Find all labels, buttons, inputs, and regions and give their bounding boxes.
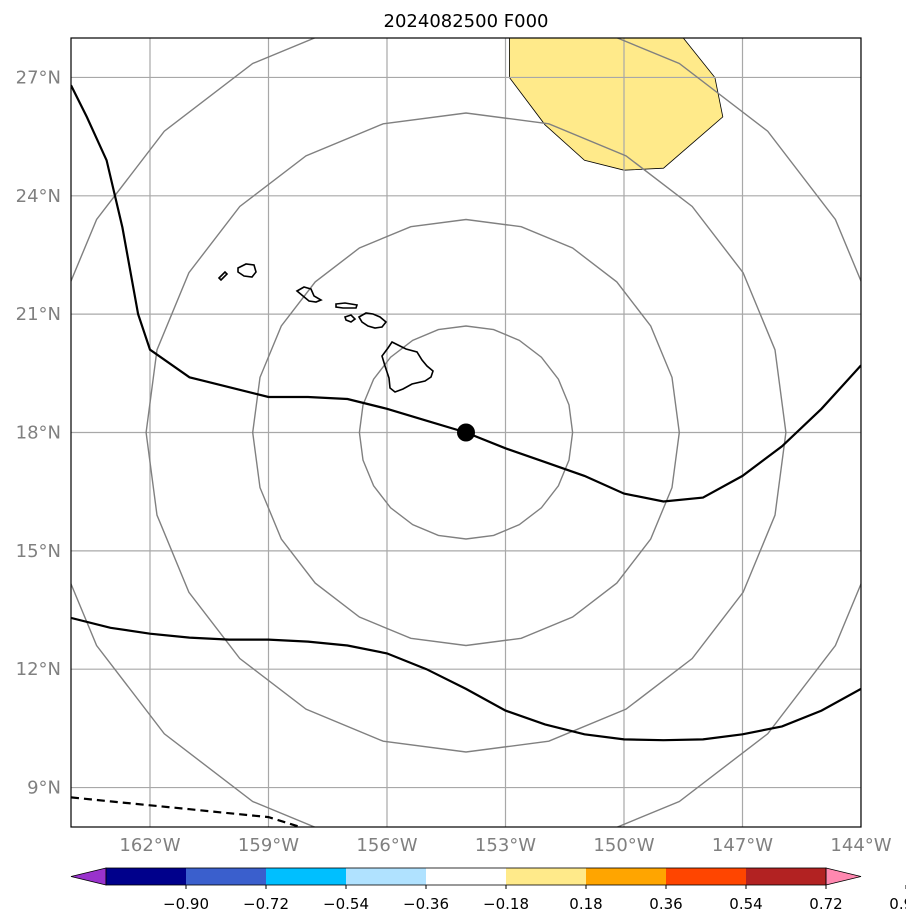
colorbar-bin <box>506 868 586 885</box>
colorbar-tick-label: 0.90 <box>889 895 906 913</box>
colorbar-tick-label: −0.36 <box>403 895 449 913</box>
island-hawaii <box>381 340 434 393</box>
lon-tick-label: 162°W <box>119 835 180 856</box>
colorbar-tick-label: 0.72 <box>809 895 842 913</box>
colorbar-extend-high <box>825 867 862 886</box>
island-niihau <box>217 270 229 282</box>
contour-negative-line <box>71 796 301 827</box>
range-rings <box>71 38 861 827</box>
colorbar-outline <box>105 867 827 886</box>
colorbar-tick-label: 0.18 <box>569 895 602 913</box>
lat-tick-label: 15°N <box>16 541 61 562</box>
lon-tick-label: 150°W <box>593 835 654 856</box>
colorbar-tick-label: −0.54 <box>323 895 369 913</box>
colorbar-bin <box>346 868 426 885</box>
map-area <box>71 38 861 827</box>
colorbar-bin <box>586 868 666 885</box>
lon-tick-label: 144°W <box>830 835 891 856</box>
island-oahu <box>295 286 323 303</box>
island-kauai <box>237 263 257 278</box>
contour-lines <box>71 84 861 827</box>
colorbar-bin <box>746 868 826 885</box>
island-lanai <box>343 314 357 323</box>
storm-center-marker <box>457 423 475 442</box>
colorbar-bin <box>426 868 506 885</box>
map-frame <box>70 37 862 828</box>
colorbar-bin <box>186 868 266 885</box>
range-ring-1 <box>358 325 574 540</box>
lat-tick-label: 27°N <box>16 67 61 88</box>
lat-tick-label: 21°N <box>16 304 61 325</box>
island-molokai <box>335 302 359 309</box>
colorbar-bin <box>666 868 746 885</box>
colorbar-bin <box>106 868 186 885</box>
colorbar-tick-label: −0.90 <box>163 895 209 913</box>
colorbar: −0.90 −0.72 −0.54 −0.36 −0.18 0.18 0.36 0.54 0.7… <box>70 867 906 913</box>
colorbar-tick-label: 0.54 <box>729 895 762 913</box>
lon-tick-label: 159°W <box>238 835 299 856</box>
coastlines <box>217 263 434 393</box>
contour-north-line <box>71 84 861 503</box>
positive-anomaly-region <box>508 38 724 171</box>
shaded-layer <box>508 38 724 171</box>
lat-tick-label: 18°N <box>16 423 61 444</box>
lat-tick-label: 24°N <box>16 186 61 207</box>
lon-tick-label: 147°W <box>712 835 773 856</box>
colorbar-tick-label: 0.36 <box>649 895 682 913</box>
lon-tick-label: 156°W <box>356 835 417 856</box>
chart-title: 2024082500 F000 <box>384 11 549 32</box>
colorbar-tick-label: −0.18 <box>483 895 529 913</box>
lon-tick-label: 153°W <box>475 835 536 856</box>
range-ring-2 <box>251 218 681 647</box>
lat-tick-label: 9°N <box>27 778 61 799</box>
island-maui <box>357 312 388 329</box>
colorbar-tick-label: −0.72 <box>243 895 289 913</box>
gridlines <box>71 38 861 827</box>
lat-tick-label: 12°N <box>16 659 61 680</box>
latitude-ticks: 9°N 12°N 15°N 18°N 21°N 24°N 27°N <box>16 67 61 798</box>
colorbar-bin <box>266 868 346 885</box>
longitude-ticks: 162°W 159°W 156°W 153°W 150°W 147°W 144°W <box>119 835 891 856</box>
contour-south-line <box>71 616 861 742</box>
range-ring-3 <box>145 112 787 753</box>
range-ring-4 <box>71 38 861 827</box>
colorbar-extend-low <box>70 867 107 886</box>
